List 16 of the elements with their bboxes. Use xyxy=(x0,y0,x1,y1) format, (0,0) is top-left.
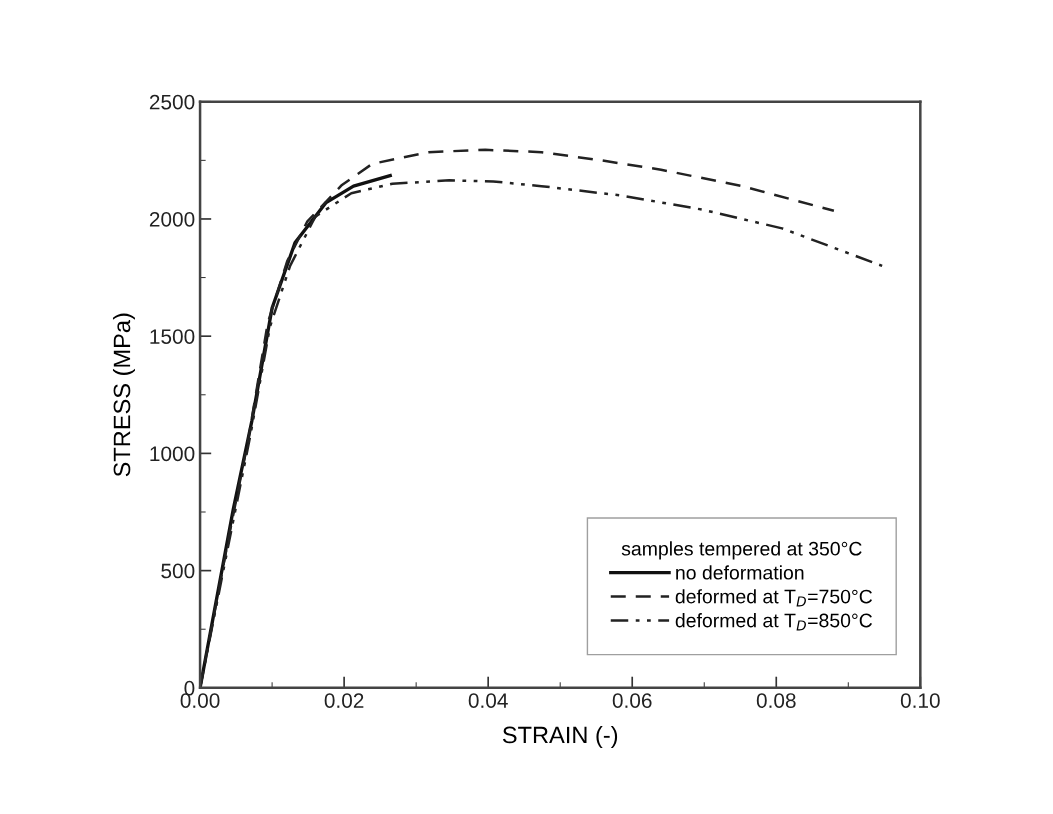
legend-label: deformed at T$_{D}$=850°C xyxy=(675,613,873,631)
legend-title: samples tempered at 350°C xyxy=(621,541,862,560)
y-tick-label: 2000 xyxy=(149,211,195,227)
x-axis-title: STRAIN (-) xyxy=(502,726,618,748)
y-axis-title: STRESS (MPa) xyxy=(112,313,135,477)
x-tick-label: 0.04 xyxy=(468,693,508,708)
legend-label: deformed at T$_{D}$=750°C xyxy=(675,589,873,607)
x-tick-label: 0.10 xyxy=(900,693,940,708)
y-tick-label: 2500 xyxy=(149,94,195,110)
x-tick-label: 0.02 xyxy=(324,693,364,708)
y-tick-label: 500 xyxy=(161,563,195,579)
y-tick-label: 1000 xyxy=(150,446,195,462)
legend-label: no deformation xyxy=(676,565,804,580)
x-tick-label: 0.08 xyxy=(756,693,796,708)
x-tick-label: 0.06 xyxy=(612,693,652,708)
y-tick-label: 1500 xyxy=(150,329,195,344)
